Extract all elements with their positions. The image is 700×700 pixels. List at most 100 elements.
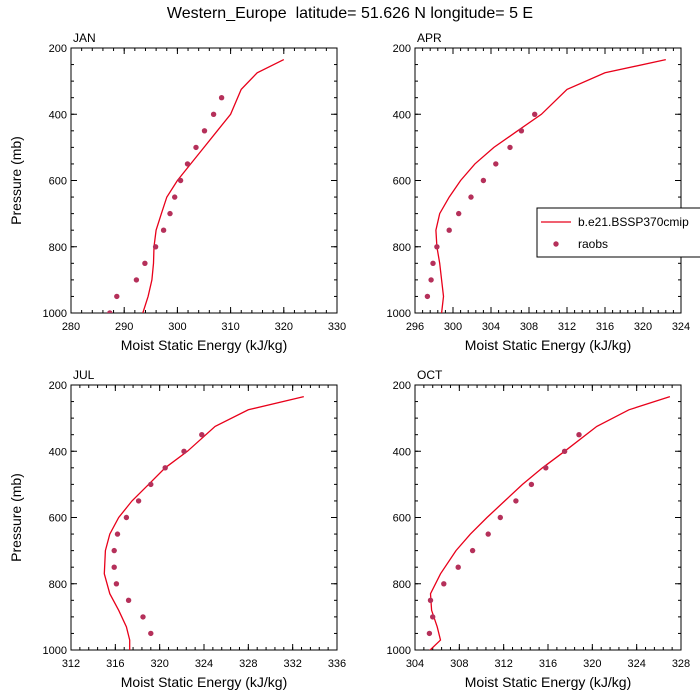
- page-title: Western_Europe latitude= 51.626 N longit…: [166, 5, 534, 22]
- x-tick-label: 312: [558, 321, 576, 333]
- legend-label: raobs: [578, 237, 608, 251]
- x-tick-label: 330: [328, 321, 346, 333]
- raobs-point: [111, 564, 117, 570]
- x-tick-label: 300: [168, 321, 186, 333]
- data-layer: [426, 395, 671, 650]
- legend-marker-swatch: [553, 241, 559, 247]
- raobs-point: [148, 630, 154, 637]
- x-tick-label: 290: [115, 321, 133, 333]
- x-tick-label: 324: [195, 658, 213, 670]
- raobs-point: [480, 177, 487, 184]
- data-layer: [424, 58, 666, 313]
- y-tick-label: 600: [393, 176, 411, 188]
- x-tick-label: 280: [62, 321, 80, 333]
- panel-jul: JUL 312 316 320 324 328 332 336 200 400 600 800 1000…: [8, 368, 346, 690]
- plot-frame: [70, 384, 338, 651]
- raobs-point: [107, 310, 113, 313]
- raobs-point: [177, 177, 184, 184]
- raobs-point: [148, 481, 154, 488]
- x-tick-label: 320: [634, 321, 652, 333]
- panel-label: OCT: [417, 368, 443, 382]
- y-tick-label: 600: [49, 176, 67, 188]
- panel-oct: OCT 304 308 312 316 320 324 328 200 400 600 800 1000…: [387, 368, 691, 690]
- data-layer: [107, 59, 285, 313]
- raobs-point: [152, 244, 159, 250]
- raobs-point: [469, 547, 476, 554]
- x-tick-label: 316: [596, 321, 614, 333]
- series-line-model: [429, 395, 671, 650]
- raobs-point: [428, 277, 434, 283]
- y-tick-label: 200: [393, 380, 411, 392]
- y-tick-label: 800: [49, 242, 67, 254]
- raobs-point: [430, 260, 436, 266]
- raobs-point: [513, 498, 519, 504]
- y-tick-label: 600: [49, 513, 67, 525]
- raobs-point: [485, 531, 491, 537]
- y-tick-label: 1000: [387, 645, 411, 657]
- x-axis-label: Moist Static Energy (kJ/kg): [121, 674, 288, 690]
- x-tick-label: 324: [672, 321, 690, 333]
- raobs-point: [193, 144, 199, 151]
- legend: b.e21.BSSP370cmip raobs: [536, 207, 700, 258]
- x-tick-label: 310: [221, 321, 239, 333]
- y-tick-label: 200: [49, 43, 67, 55]
- raobs-point: [162, 465, 168, 471]
- plot-frame: [414, 47, 682, 314]
- series-line-model: [435, 58, 666, 313]
- legend-box: [536, 207, 700, 258]
- raobs-point: [210, 111, 217, 118]
- panel-jan: JAN 280 290 300 310 320 330 200 400 600 800 1000 Moi…: [8, 31, 346, 353]
- x-tick-label: 320: [150, 658, 168, 670]
- raobs-point: [456, 210, 462, 217]
- raobs-point: [561, 448, 568, 454]
- y-tick-label: 400: [49, 446, 67, 458]
- x-tick-label: 316: [106, 658, 124, 670]
- panel-apr: APR 296 300 304 308 312 316 320 324 200 400 600 800 1…: [387, 31, 691, 353]
- raobs-point: [468, 194, 474, 200]
- panel-label: JUL: [73, 368, 95, 382]
- raobs-point: [441, 581, 447, 587]
- raobs-point: [125, 597, 132, 603]
- x-tick-label: 332: [283, 658, 301, 670]
- raobs-point: [434, 244, 440, 250]
- x-tick-label: 312: [62, 658, 80, 670]
- raobs-point: [184, 161, 191, 167]
- x-tick-label: 324: [627, 658, 645, 670]
- raobs-point: [424, 293, 431, 300]
- x-tick-label: 320: [275, 321, 293, 333]
- y-tick-label: 400: [393, 109, 411, 121]
- legend-label: b.e21.BSSP370cmip: [578, 215, 689, 229]
- y-tick-label: 400: [393, 446, 411, 458]
- raobs-point: [430, 614, 436, 620]
- raobs-point: [172, 194, 178, 200]
- raobs-point: [218, 95, 225, 101]
- raobs-point: [199, 432, 205, 438]
- x-tick-label: 328: [672, 658, 690, 670]
- plot-frame: [414, 384, 682, 651]
- raobs-point: [518, 128, 525, 134]
- raobs-point: [135, 498, 142, 504]
- raobs-point: [493, 161, 499, 167]
- raobs-point: [113, 581, 120, 587]
- raobs-point: [455, 564, 461, 570]
- panel-label: APR: [417, 31, 442, 45]
- y-tick-label: 800: [49, 579, 67, 591]
- raobs-point: [114, 531, 121, 537]
- x-tick-label: 316: [539, 658, 557, 670]
- x-tick-label: 308: [450, 658, 468, 670]
- raobs-point: [528, 481, 535, 488]
- panel-label: JAN: [73, 31, 96, 45]
- y-tick-label: 1000: [387, 308, 411, 320]
- y-tick-label: 600: [393, 513, 411, 525]
- series-line-model: [142, 59, 285, 313]
- y-tick-label: 800: [393, 579, 411, 591]
- y-tick-label: 400: [49, 109, 67, 121]
- raobs-point: [543, 465, 549, 471]
- raobs-point: [114, 293, 120, 300]
- raobs-point: [142, 260, 148, 266]
- x-tick-label: 320: [583, 658, 601, 670]
- raobs-point: [576, 432, 582, 438]
- y-tick-label: 800: [393, 242, 411, 254]
- raobs-point: [133, 277, 140, 283]
